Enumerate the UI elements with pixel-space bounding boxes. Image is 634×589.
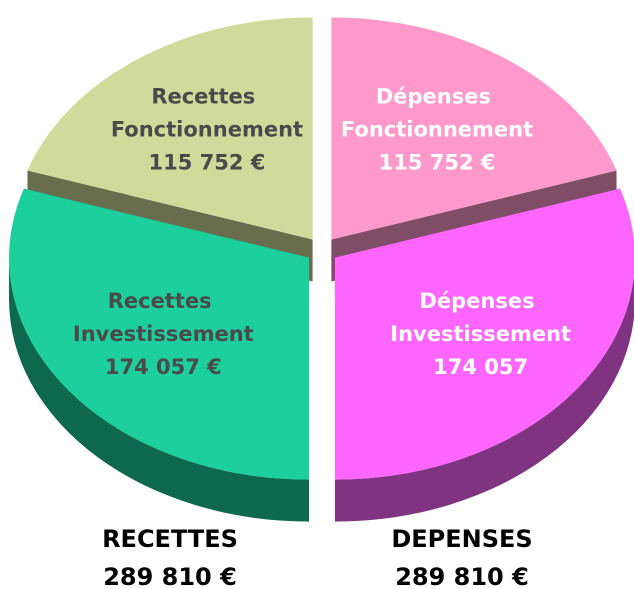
slice bbox=[331, 17, 617, 240]
slice-value-label: 115 752 € bbox=[379, 151, 496, 175]
slice bbox=[9, 188, 310, 480]
slice-wall bbox=[334, 274, 634, 522]
slice-value-label: 174 057 bbox=[433, 355, 528, 379]
total-label: RECETTES bbox=[102, 525, 238, 553]
total-value: 289 810 € bbox=[103, 563, 237, 589]
slice-label: Dépenses Fonctionnement bbox=[341, 85, 533, 142]
slice-label: Recettes Fonctionnement bbox=[111, 85, 303, 142]
slice bbox=[334, 188, 634, 480]
slice-value-label: 115 752 € bbox=[148, 151, 265, 175]
slice-value-label: 174 057 € bbox=[105, 355, 222, 379]
pie: Dépenses Fonctionnement 115 752 € Dépenses… bbox=[9, 17, 634, 522]
slice-wall bbox=[9, 257, 310, 522]
total-label: DEPENSES bbox=[391, 525, 532, 553]
slice-label: Recettes Investissement bbox=[73, 289, 254, 346]
slice-label: Dépenses Investissement bbox=[390, 289, 571, 346]
total-value: 289 810 € bbox=[395, 563, 529, 589]
slice bbox=[27, 17, 313, 240]
